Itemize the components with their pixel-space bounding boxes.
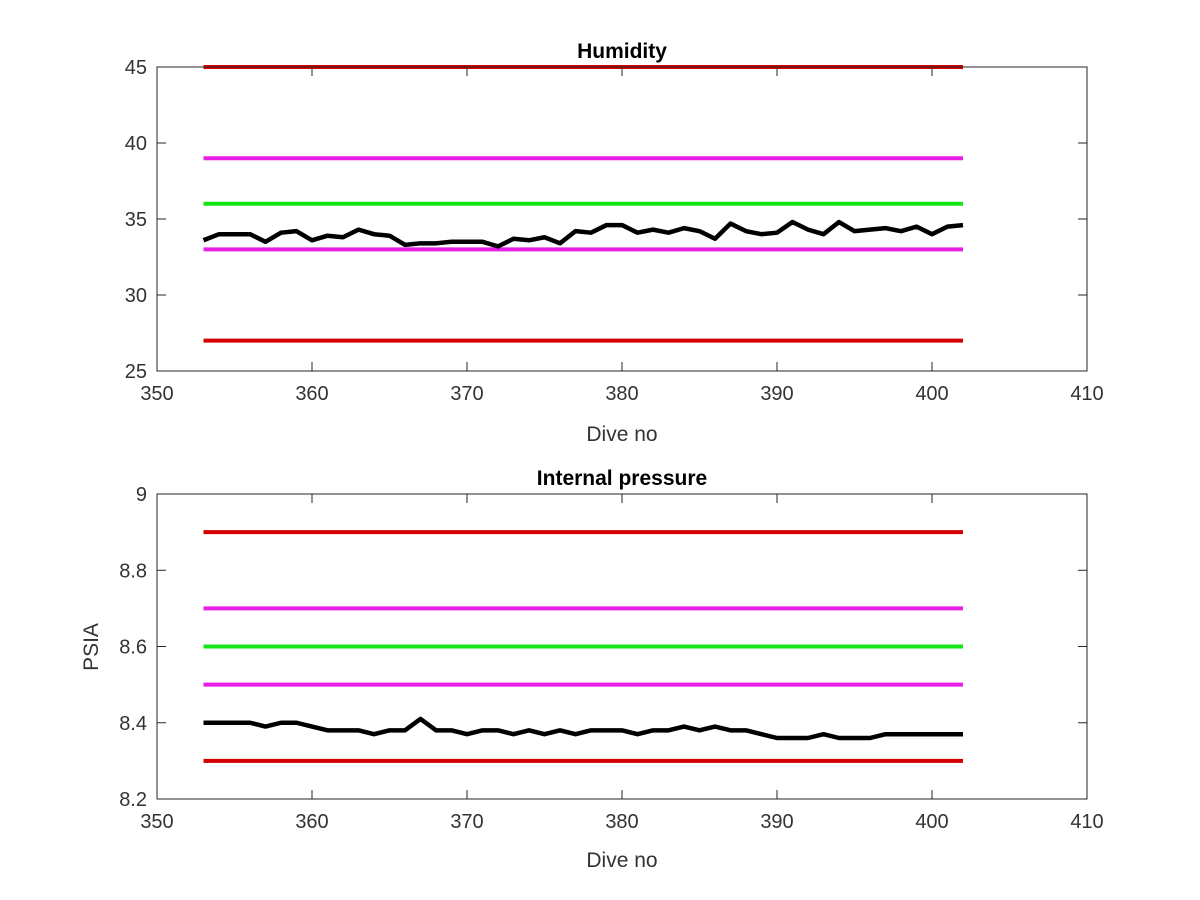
y-tick-label: 9 bbox=[136, 484, 147, 506]
y-tick-label: 8.2 bbox=[119, 789, 147, 811]
data-series-line bbox=[203, 716, 963, 741]
y-tick-label: 25 bbox=[125, 361, 147, 383]
y-tick-label: 30 bbox=[125, 285, 147, 307]
y-tick-label: 8.8 bbox=[119, 560, 147, 582]
plot-area bbox=[157, 67, 1087, 371]
humidity-plot: 350 360 370 380 390 400 410 25 30 35 40 45 Humidity… bbox=[125, 40, 1104, 446]
x-tick-label: 380 bbox=[605, 811, 638, 833]
x-tick-label: 410 bbox=[1070, 383, 1103, 405]
axes-layer: 350 360 370 380 390 400 410 25 30 35 40 45 bbox=[125, 57, 1104, 405]
x-tick-label: 360 bbox=[295, 811, 328, 833]
y-tick-label: 40 bbox=[125, 133, 147, 155]
internal-pressure-plot: 350 360 370 380 390 400 410 8.2 8.4 8.6 8.8 9 Inter… bbox=[80, 467, 1104, 872]
y-tick-label: 8.4 bbox=[119, 713, 147, 735]
y-axis-label: PSIA bbox=[80, 623, 103, 671]
x-tick-label: 350 bbox=[140, 811, 173, 833]
series-layer bbox=[203, 530, 963, 763]
x-tick-label: 360 bbox=[295, 383, 328, 405]
y-tick-label: 45 bbox=[125, 57, 147, 79]
x-tick-label: 370 bbox=[450, 383, 483, 405]
data-series-line bbox=[202, 219, 964, 249]
x-tick-label: 400 bbox=[915, 811, 948, 833]
x-tick-label: 350 bbox=[140, 383, 173, 405]
y-tick-label: 8.6 bbox=[119, 637, 147, 659]
x-tick-label: 390 bbox=[760, 383, 793, 405]
chart-title: Humidity bbox=[577, 40, 667, 63]
x-tick-label: 410 bbox=[1070, 811, 1103, 833]
y-tick-label: 35 bbox=[125, 209, 147, 231]
x-axis-label: Dive no bbox=[586, 849, 657, 872]
x-tick-label: 380 bbox=[605, 383, 638, 405]
x-tick-label: 370 bbox=[450, 811, 483, 833]
axes-layer: 350 360 370 380 390 400 410 8.2 8.4 8.6 8.8 9 bbox=[119, 484, 1104, 833]
chart-title: Internal pressure bbox=[537, 467, 707, 490]
x-tick-label: 400 bbox=[915, 383, 948, 405]
x-tick-label: 390 bbox=[760, 811, 793, 833]
x-axis-label: Dive no bbox=[586, 423, 657, 446]
